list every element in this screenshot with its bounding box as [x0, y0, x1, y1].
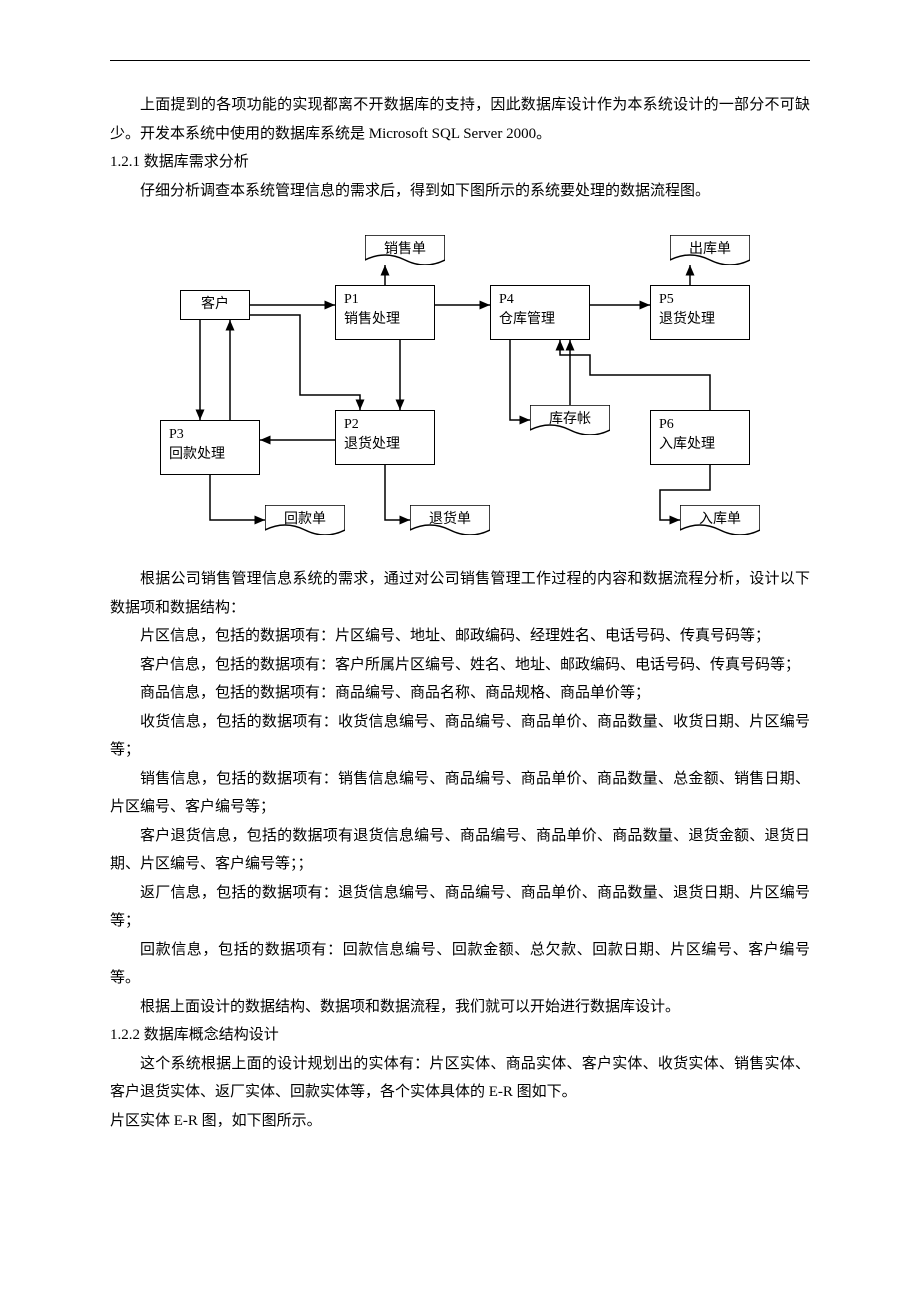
diagram-edges	[150, 225, 770, 545]
section-heading: 1.2.2 数据库概念结构设计	[110, 1021, 810, 1050]
flowchart-node-P3: P3回款处理	[160, 420, 260, 475]
section-heading: 1.2.1 数据库需求分析	[110, 148, 810, 177]
paragraph: 收货信息，包括的数据项有：收货信息编号、商品编号、商品单价、商品数量、收货日期、…	[110, 708, 810, 765]
flowchart-node-P6: P6入库处理	[650, 410, 750, 465]
paragraph: 返厂信息，包括的数据项有：退货信息编号、商品编号、商品单价、商品数量、退货日期、…	[110, 879, 810, 936]
flowchart-node-P1: P1销售处理	[335, 285, 435, 340]
flowchart-node-P4: P4仓库管理	[490, 285, 590, 340]
flowchart-doc-stock_doc: 库存帐	[530, 405, 610, 435]
paragraph: 根据公司销售管理信息系统的需求，通过对公司销售管理工作过程的内容和数据流程分析，…	[110, 565, 810, 622]
paragraph: 仔细分析调查本系统管理信息的需求后，得到如下图所示的系统要处理的数据流程图。	[110, 177, 810, 206]
paragraph: 这个系统根据上面的设计规划出的实体有：片区实体、商品实体、客户实体、收货实体、销…	[110, 1050, 810, 1107]
flowchart-node-P5: P5退货处理	[650, 285, 750, 340]
paragraph: 片区实体 E-R 图，如下图所示。	[110, 1107, 810, 1136]
flowchart-doc-pay_doc: 回款单	[265, 505, 345, 535]
flowchart-doc-return_doc: 退货单	[410, 505, 490, 535]
paragraph: 客户信息，包括的数据项有：客户所属片区编号、姓名、地址、邮政编码、电话号码、传真…	[110, 651, 810, 680]
paragraph: 回款信息，包括的数据项有：回款信息编号、回款金额、总欠款、回款日期、片区编号、客…	[110, 936, 810, 993]
paragraph: 客户退货信息，包括的数据项有退货信息编号、商品编号、商品单价、商品数量、退货金额…	[110, 822, 810, 879]
paragraph: 商品信息，包括的数据项有：商品编号、商品名称、商品规格、商品单价等；	[110, 679, 810, 708]
document-page: 上面提到的各项功能的实现都离不开数据库的支持，因此数据库设计作为本系统设计的一部…	[0, 0, 920, 1302]
paragraph: 上面提到的各项功能的实现都离不开数据库的支持，因此数据库设计作为本系统设计的一部…	[110, 91, 810, 148]
horizontal-rule	[110, 60, 810, 61]
flowchart-doc-out_doc: 出库单	[670, 235, 750, 265]
flowchart-doc-sale_doc: 销售单	[365, 235, 445, 265]
paragraph: 销售信息，包括的数据项有：销售信息编号、商品编号、商品单价、商品数量、总金额、销…	[110, 765, 810, 822]
paragraph: 根据上面设计的数据结构、数据项和数据流程，我们就可以开始进行数据库设计。	[110, 993, 810, 1022]
flowchart-doc-in_doc: 入库单	[680, 505, 760, 535]
data-flow-diagram: 客户 P1销售处理 P4仓库管理 P5退货处理 P3回款处理 P2退货处理 P6入库处理 销售…	[150, 225, 770, 545]
flowchart-node-P2: P2退货处理	[335, 410, 435, 465]
flowchart-node-customer: 客户	[180, 290, 250, 320]
paragraph: 片区信息，包括的数据项有：片区编号、地址、邮政编码、经理姓名、电话号码、传真号码…	[110, 622, 810, 651]
